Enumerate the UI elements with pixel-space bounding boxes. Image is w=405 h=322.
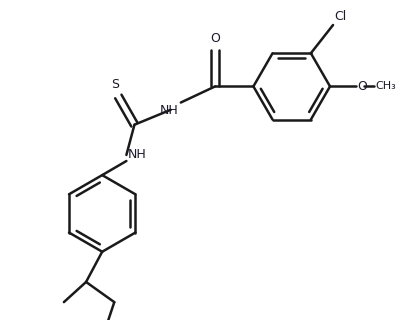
Text: NH: NH bbox=[159, 104, 178, 117]
Text: O: O bbox=[210, 32, 220, 45]
Text: O: O bbox=[356, 80, 366, 93]
Text: Cl: Cl bbox=[333, 10, 345, 23]
Text: S: S bbox=[111, 78, 119, 91]
Text: NH: NH bbox=[128, 148, 146, 161]
Text: CH₃: CH₃ bbox=[374, 81, 395, 91]
